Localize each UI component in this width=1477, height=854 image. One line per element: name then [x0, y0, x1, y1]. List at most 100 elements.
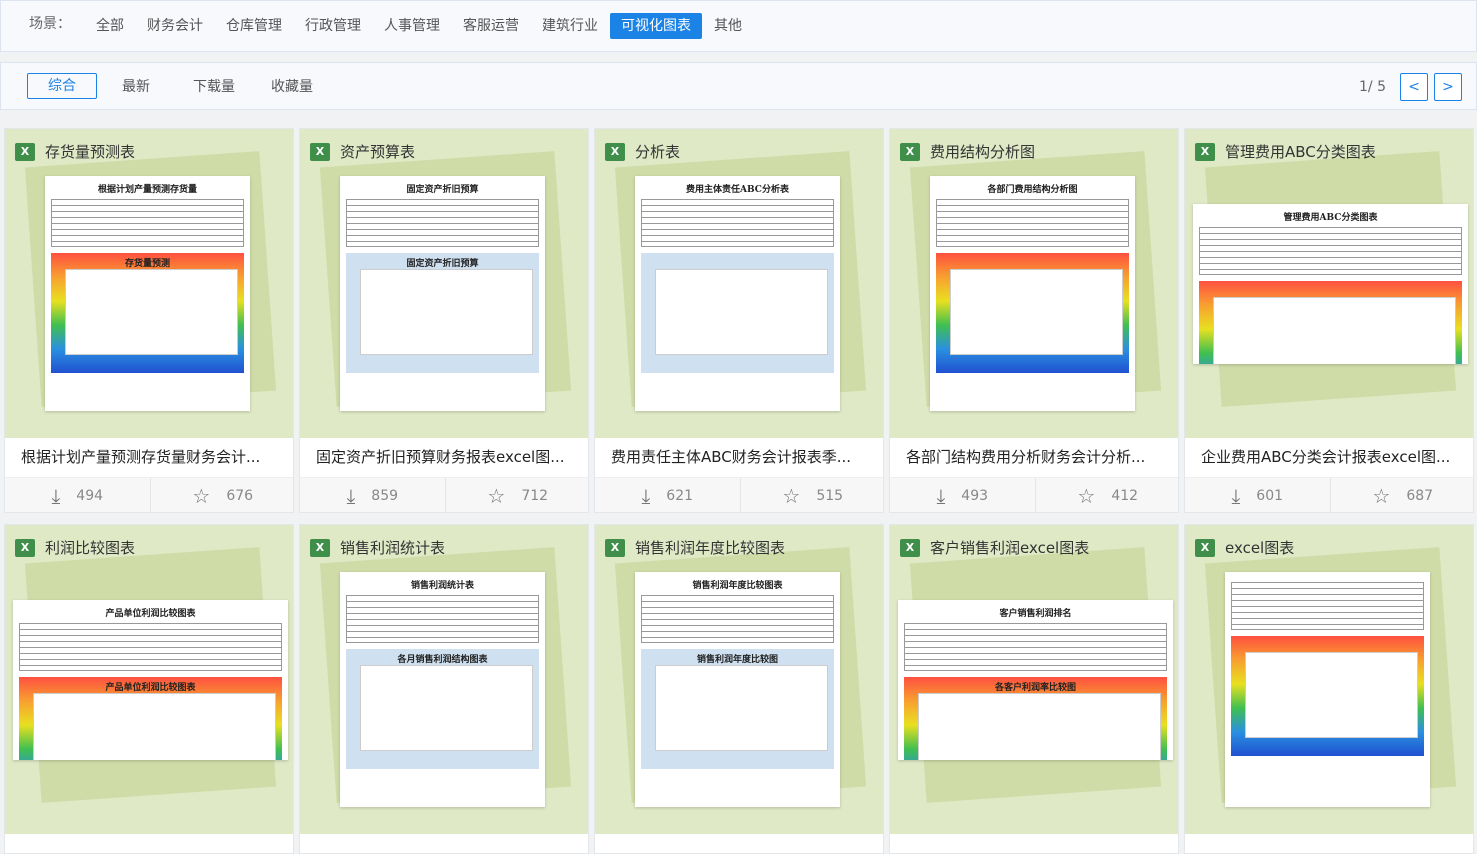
preview-chart-title: 各客户利润率比较图 [994, 683, 1076, 693]
scene-other[interactable]: 其他 [714, 18, 742, 34]
card-header: X 资产预算表 [310, 141, 415, 162]
template-card[interactable]: X 资产预算表 固定资产折旧预算 固定资产折旧预算 固定资产折旧预算财务报表exc… [299, 128, 589, 513]
template-card[interactable]: X 分析表 费用主体责任ABC分析表 费用责任主体ABC财务会计报表季... ⤓ 6… [594, 128, 884, 513]
card-header: X 销售利润统计表 [310, 537, 445, 558]
preview-paper: 销售利润统计表 各月销售利润结构图表 [340, 572, 545, 807]
preview-chart-title: 各月销售利润结构图表 [397, 655, 488, 665]
excel-icon: X [15, 538, 35, 557]
template-card[interactable]: X 销售利润统计表 销售利润统计表 各月销售利润结构图表 [299, 524, 589, 854]
scene-warehouse[interactable]: 仓库管理 [226, 18, 282, 34]
favorite-button[interactable]: ☆ 515 [741, 478, 884, 512]
scene-hr[interactable]: 人事管理 [384, 18, 440, 34]
template-card[interactable]: X 销售利润年度比较图表 销售利润年度比较图表 销售利润年度比较图 [594, 524, 884, 854]
preview-paper: 费用主体责任ABC分析表 [635, 176, 840, 411]
download-icon: ⤓ [51, 483, 61, 508]
preview-paper: 客户销售利润排名 各客户利润率比较图 [898, 600, 1173, 760]
template-preview[interactable]: X 管理费用ABC分类图表 管理费用ABC分类图表 [1185, 129, 1473, 438]
card-name: 费用结构分析图 [930, 143, 1036, 161]
page-indicator: 1/ 5 [1359, 79, 1386, 95]
download-count: 621 [666, 487, 694, 504]
prev-page-button[interactable]: < [1400, 73, 1428, 101]
scene-admin[interactable]: 行政管理 [305, 18, 361, 34]
card-header: X 利润比较图表 [15, 537, 135, 558]
card-title[interactable]: 根据计划产量预测存货量财务会计... [5, 438, 293, 477]
card-name: 存货量预测表 [45, 143, 136, 161]
template-preview[interactable]: X 费用结构分析图 各部门费用结构分析图 [890, 129, 1178, 438]
excel-icon: X [15, 142, 35, 161]
download-button[interactable]: ⤓ 859 [300, 478, 446, 512]
preview-table [1231, 582, 1424, 630]
preview-plot-area [360, 269, 533, 355]
scene-all[interactable]: 全部 [96, 18, 124, 34]
download-button[interactable]: ⤓ 621 [595, 478, 741, 512]
favorite-button[interactable]: ☆ 676 [151, 478, 294, 512]
template-preview[interactable]: X 销售利润年度比较图表 销售利润年度比较图表 销售利润年度比较图 [595, 525, 883, 834]
template-preview[interactable]: X 客户销售利润excel图表 客户销售利润排名 各客户利润率比较图 [890, 525, 1178, 834]
download-button[interactable]: ⤓ 494 [5, 478, 151, 512]
excel-icon: X [1195, 142, 1215, 161]
template-card[interactable]: X 客户销售利润excel图表 客户销售利润排名 各客户利润率比较图 [889, 524, 1179, 854]
template-card[interactable]: X 利润比较图表 产品单位利润比较图表 产品单位利润比较图表 [4, 524, 294, 854]
template-card[interactable]: X 费用结构分析图 各部门费用结构分析图 各部门结构费用分析财务会计分析... ⤓… [889, 128, 1179, 513]
favorite-button[interactable]: ☆ 687 [1331, 478, 1474, 512]
template-preview[interactable]: X 利润比较图表 产品单位利润比较图表 产品单位利润比较图表 [5, 525, 293, 834]
preview-chart: 各月销售利润结构图表 [346, 649, 539, 769]
card-stats: ⤓ 859 ☆ 712 [300, 477, 589, 512]
preview-title: 销售利润统计表 [410, 581, 474, 591]
sort-downloads[interactable]: 下载量 [193, 79, 235, 95]
card-stats: ⤓ 493 ☆ 412 [890, 477, 1179, 512]
sort-overall[interactable]: 综合 [27, 73, 97, 99]
card-title[interactable]: 固定资产折旧预算财务报表excel图... [300, 438, 588, 477]
preview-plot-area [33, 693, 276, 760]
template-preview[interactable]: X 销售利润统计表 销售利润统计表 各月销售利润结构图表 [300, 525, 588, 834]
excel-icon: X [900, 142, 920, 161]
preview-chart-title: 固定资产折旧预算 [406, 259, 479, 269]
scene-visual-charts[interactable]: 可视化图表 [610, 13, 702, 39]
pagination: 1/ 5 < > [1359, 73, 1462, 101]
sort-newest[interactable]: 最新 [122, 79, 150, 95]
card-name: 客户销售利润excel图表 [930, 539, 1090, 557]
download-count: 493 [961, 487, 989, 504]
scene-finance[interactable]: 财务会计 [147, 18, 203, 34]
preview-title: 费用主体责任ABC分析表 [686, 185, 789, 195]
template-preview[interactable]: X 存货量预测表 根据计划产量预测存货量 存货量预测 [5, 129, 293, 438]
card-title[interactable]: 各部门结构费用分析财务会计分析... [890, 438, 1178, 477]
favorite-button[interactable]: ☆ 412 [1036, 478, 1179, 512]
preview-title: 固定资产折旧预算 [406, 185, 479, 195]
template-preview[interactable]: X 分析表 费用主体责任ABC分析表 [595, 129, 883, 438]
download-button[interactable]: ⤓ 493 [890, 478, 1036, 512]
excel-icon: X [605, 538, 625, 557]
preview-paper: 根据计划产量预测存货量 存货量预测 [45, 176, 250, 411]
template-preview[interactable]: X 资产预算表 固定资产折旧预算 固定资产折旧预算 [300, 129, 588, 438]
sort-favorites[interactable]: 收藏量 [271, 79, 313, 95]
template-card[interactable]: X 存货量预测表 根据计划产量预测存货量 存货量预测 根据计划产量预测存货量财务会… [4, 128, 294, 513]
favorite-button[interactable]: ☆ 712 [446, 478, 589, 512]
excel-icon: X [310, 538, 330, 557]
preview-plot-area [1245, 652, 1418, 738]
card-header: X 销售利润年度比较图表 [605, 537, 785, 558]
star-icon: ☆ [487, 483, 506, 508]
scene-construction[interactable]: 建筑行业 [542, 18, 598, 34]
card-header: X 分析表 [605, 141, 680, 162]
preview-table [51, 199, 244, 247]
card-name: 分析表 [635, 143, 681, 161]
preview-chart-title: 销售利润年度比较图 [696, 655, 778, 665]
scene-service[interactable]: 客服运营 [463, 18, 519, 34]
card-title[interactable]: 费用责任主体ABC财务会计报表季... [595, 438, 883, 477]
next-page-button[interactable]: > [1434, 73, 1462, 101]
excel-icon: X [900, 538, 920, 557]
favorite-count: 712 [521, 487, 549, 504]
preview-paper [1225, 572, 1430, 807]
preview-chart [641, 253, 834, 373]
star-icon: ☆ [192, 483, 211, 508]
preview-title: 销售利润年度比较图表 [692, 581, 783, 591]
download-button[interactable]: ⤓ 601 [1185, 478, 1331, 512]
preview-chart: 产品单位利润比较图表 [19, 677, 282, 760]
excel-icon: X [1195, 538, 1215, 557]
card-title[interactable]: 企业费用ABC分类会计报表excel图... [1185, 438, 1473, 477]
preview-title: 各部门费用结构分析图 [987, 185, 1078, 195]
template-card[interactable]: X 管理费用ABC分类图表 管理费用ABC分类图表 企业费用ABC分类会计报表ex… [1184, 128, 1474, 513]
preview-plot-area [360, 665, 533, 751]
